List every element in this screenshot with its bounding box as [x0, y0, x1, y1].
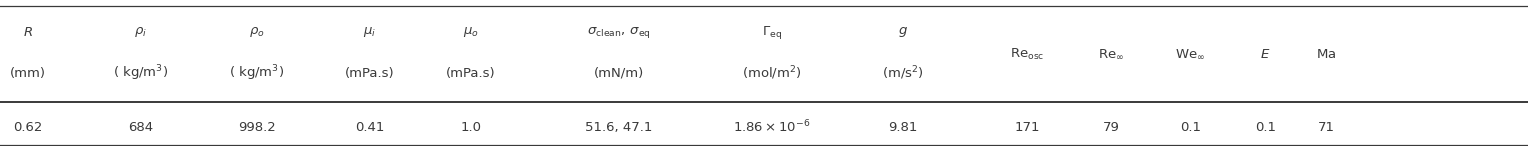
Text: 0.1: 0.1 — [1254, 120, 1276, 134]
Text: $\mu_i$: $\mu_i$ — [364, 25, 376, 39]
Text: ( kg/m$^3$): ( kg/m$^3$) — [113, 63, 168, 83]
Text: $\Gamma_{\rm eq}$: $\Gamma_{\rm eq}$ — [761, 24, 782, 41]
Text: 79: 79 — [1102, 120, 1120, 134]
Text: $\mathrm{Re_{\infty}}$: $\mathrm{Re_{\infty}}$ — [1097, 47, 1125, 61]
Text: 684: 684 — [128, 120, 153, 134]
Text: ( kg/m$^3$): ( kg/m$^3$) — [229, 63, 284, 83]
Text: 0.1: 0.1 — [1180, 120, 1201, 134]
Text: (mN/m): (mN/m) — [594, 66, 643, 80]
Text: 9.81: 9.81 — [888, 120, 918, 134]
Text: 51.6, 47.1: 51.6, 47.1 — [585, 120, 652, 134]
Text: $1.86 \times 10^{-6}$: $1.86 \times 10^{-6}$ — [733, 119, 810, 135]
Text: 998.2: 998.2 — [238, 120, 275, 134]
Text: $E$: $E$ — [1261, 47, 1270, 61]
Text: $\sigma_{\rm clean},\,\sigma_{\rm eq}$: $\sigma_{\rm clean},\,\sigma_{\rm eq}$ — [587, 25, 651, 40]
Text: 0.62: 0.62 — [12, 120, 43, 134]
Text: 71: 71 — [1317, 120, 1335, 134]
Text: $\mu_o$: $\mu_o$ — [463, 25, 478, 39]
Text: $R$: $R$ — [23, 26, 32, 39]
Text: $\mathrm{Ma}$: $\mathrm{Ma}$ — [1316, 47, 1337, 61]
Text: (mPa.s): (mPa.s) — [345, 66, 394, 80]
Text: (m/s$^2$): (m/s$^2$) — [882, 64, 924, 82]
Text: $\rho_i$: $\rho_i$ — [134, 25, 147, 39]
Text: $\rho_o$: $\rho_o$ — [249, 25, 264, 39]
Text: (mm): (mm) — [9, 66, 46, 80]
Text: $\mathrm{Re_{osc}}$: $\mathrm{Re_{osc}}$ — [1010, 46, 1044, 62]
Text: 0.41: 0.41 — [354, 120, 385, 134]
Text: (mol/m$^2$): (mol/m$^2$) — [741, 64, 802, 82]
Text: 171: 171 — [1015, 120, 1039, 134]
Text: $\mathrm{We_{\infty}}$: $\mathrm{We_{\infty}}$ — [1175, 47, 1206, 61]
Text: $g$: $g$ — [898, 25, 908, 39]
Text: 1.0: 1.0 — [460, 120, 481, 134]
Text: (mPa.s): (mPa.s) — [446, 66, 495, 80]
